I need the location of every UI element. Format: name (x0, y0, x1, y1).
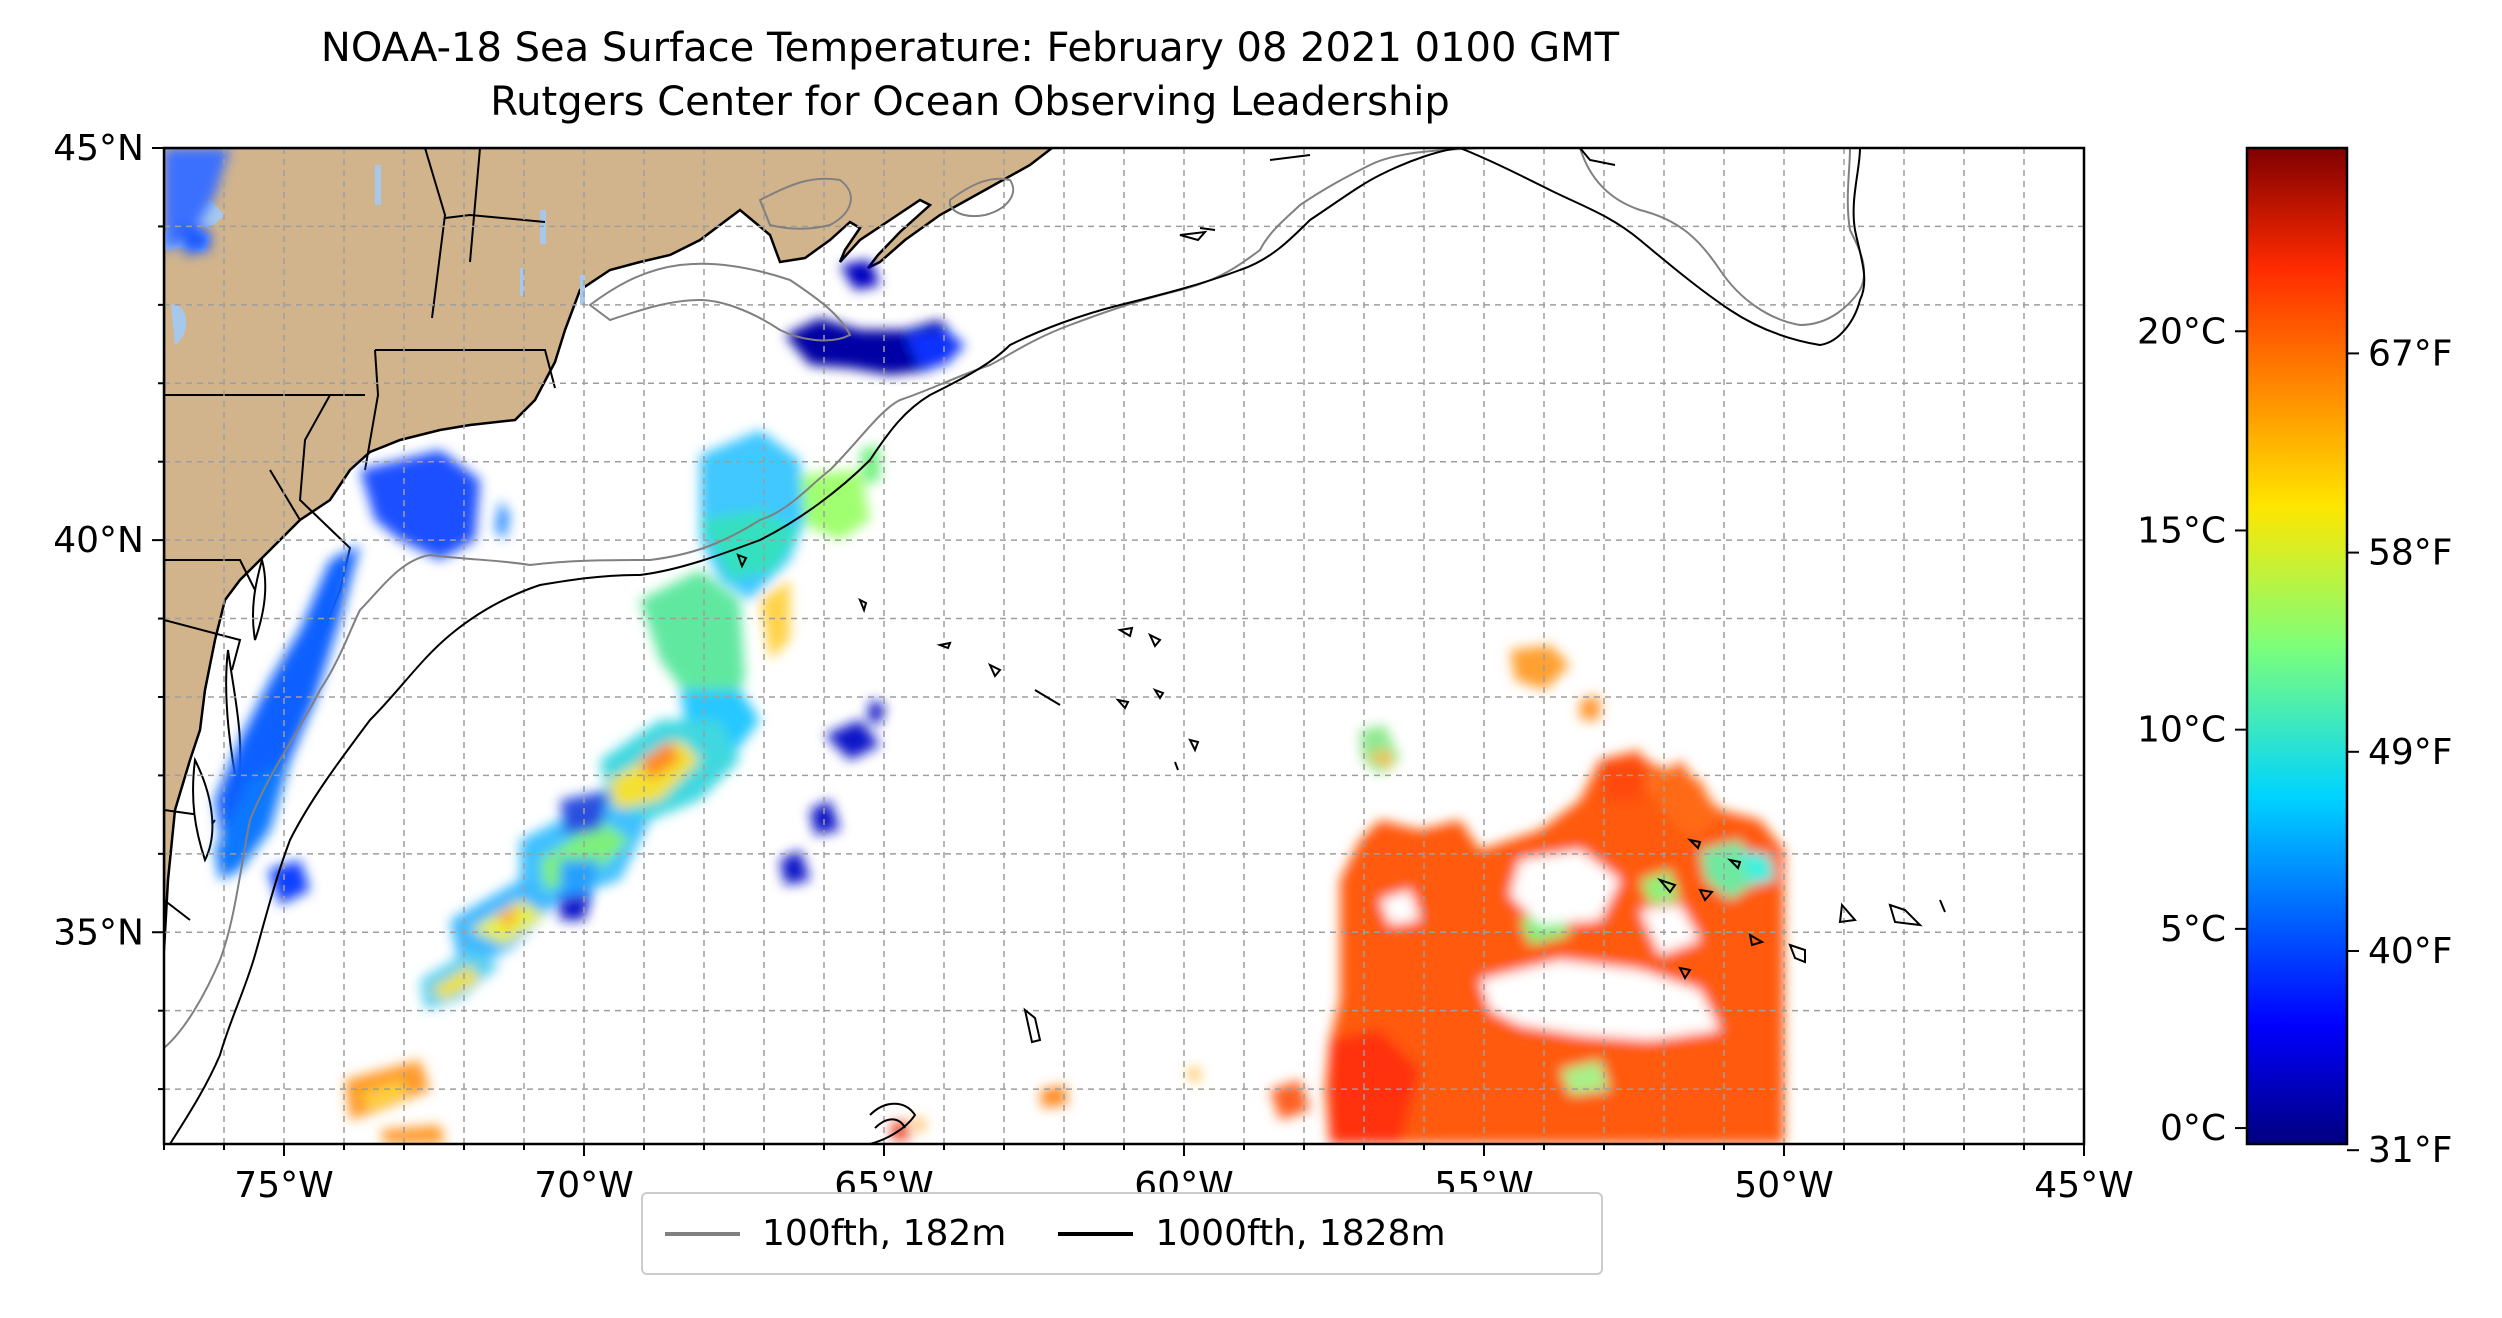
colorbar-f-label: 67°F (2368, 333, 2453, 374)
sst-georges-bank (785, 260, 965, 375)
legend-item-1000fth: 1000fth, 1828m (1058, 1213, 1475, 1254)
colorbar-f-label: 40°F (2368, 931, 2453, 972)
legend: 100fth, 182m 1000fth, 1828m (641, 1192, 1603, 1275)
colorbar-celsius-labels: 0°C 5°C 10°C 15°C 20°C (2137, 311, 2226, 1149)
colorbar-fahrenheit-labels: 31°F 40°F 49°F 58°F 67°F (2368, 333, 2453, 1171)
lat-tick-label: 35°N (53, 912, 144, 953)
isobath-1000fth (169, 148, 1946, 1144)
sst-offshore-cold (560, 700, 885, 920)
colorbar: 0°C 5°C 10°C 15°C 20°C 31°F 40°F 49°F 58°F 67°F (2137, 146, 2453, 1171)
lon-tick-label: 70°W (534, 1165, 633, 1206)
colorbar-c-label: 20°C (2137, 311, 2226, 352)
colorbar-f-label: 58°F (2368, 533, 2453, 574)
colorbar-gradient (2245, 146, 2349, 1146)
colorbar-c-label: 5°C (2160, 909, 2226, 950)
colorbar-f-label: 49°F (2368, 732, 2453, 773)
land-mass (164, 148, 1055, 951)
map-panel (164, 148, 2084, 1144)
chart-title: NOAA-18 Sea Surface Temperature: Februar… (320, 25, 1620, 71)
chart-subtitle: Rutgers Center for Ocean Observing Leade… (490, 79, 1450, 125)
lat-tick-label: 40°N (53, 520, 144, 561)
sst-shelf-cold (164, 148, 510, 905)
legend-label-100fth: 100fth, 182m (762, 1213, 1007, 1254)
latitude-labels: 45°N 40°N 35°N (53, 128, 144, 953)
sst-warm-block (1325, 750, 1784, 1144)
legend-line-gray (665, 1231, 740, 1236)
legend-line-black (1058, 1231, 1134, 1236)
sst-gulf-stream (420, 430, 880, 1010)
colorbar-c-label: 10°C (2137, 710, 2226, 751)
lon-tick-label: 50°W (1734, 1165, 1833, 1206)
axis-ticks (152, 147, 2085, 1156)
isobath-100fth (164, 148, 1866, 1049)
legend-item-100fth: 100fth, 182m (665, 1213, 1036, 1254)
colorbar-c-label: 15°C (2137, 510, 2226, 551)
colorbar-c-label: 0°C (2160, 1108, 2226, 1149)
lon-tick-label: 75°W (234, 1165, 333, 1206)
sst-warm-patches (345, 645, 1600, 1144)
lat-tick-label: 45°N (53, 128, 144, 169)
lon-tick-label: 45°W (2034, 1165, 2133, 1206)
colorbar-f-label: 31°F (2368, 1130, 2453, 1171)
legend-label-1000fth: 1000fth, 1828m (1155, 1213, 1446, 1254)
